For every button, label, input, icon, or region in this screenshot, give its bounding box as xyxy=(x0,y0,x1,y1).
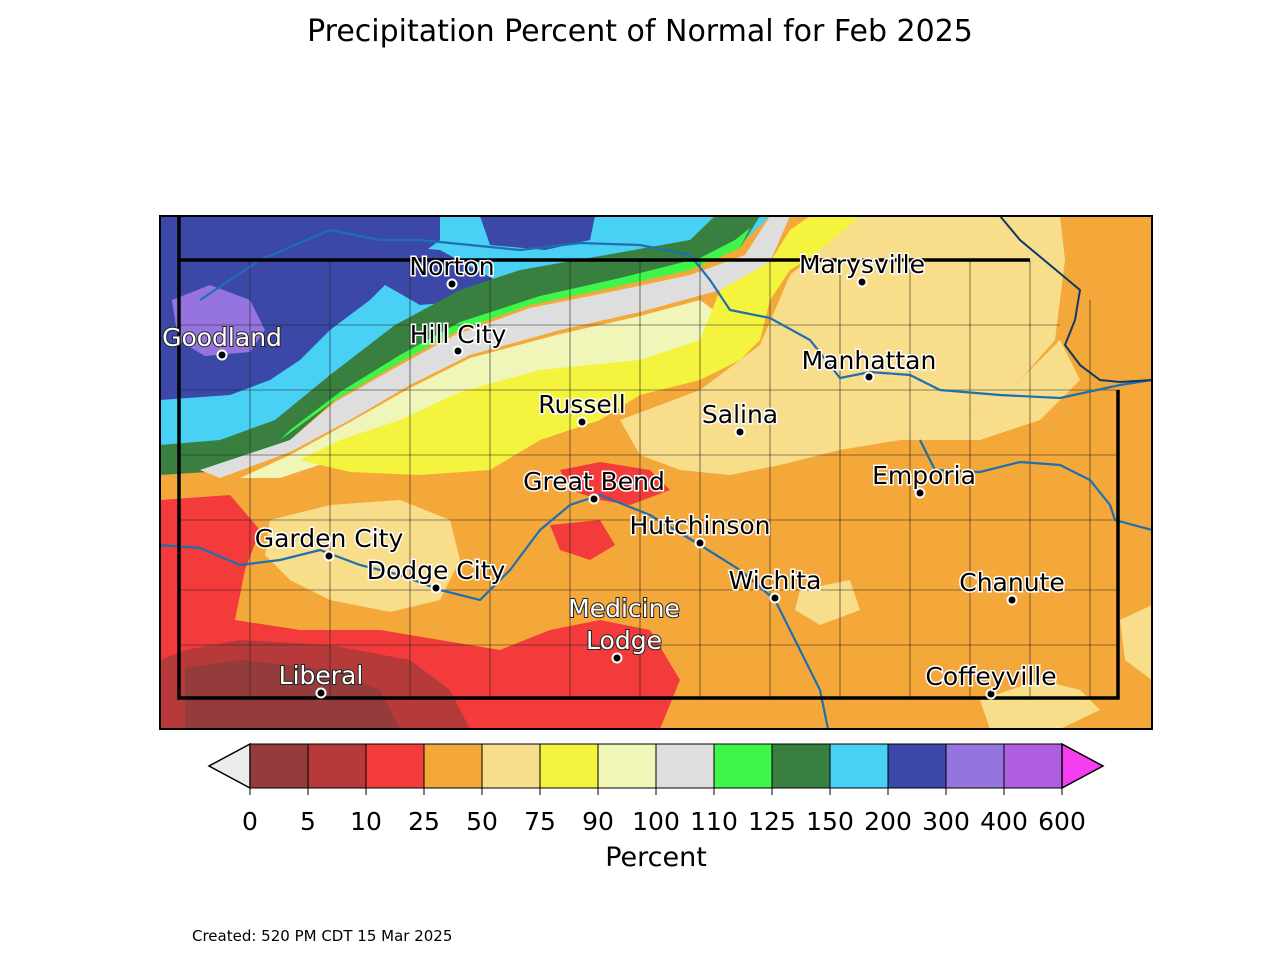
colorbar-swatch xyxy=(539,743,599,789)
page-title: Precipitation Percent of Normal for Feb … xyxy=(307,14,973,49)
precip-field xyxy=(160,216,1152,729)
city-label-medicine-lodge-line: Lodge xyxy=(586,626,662,655)
city-label-medicine-lodge-line: Medicine xyxy=(568,594,680,623)
city-dot-liberal xyxy=(315,687,327,699)
colorbar-swatch xyxy=(597,743,657,789)
city-label-russell: Russell xyxy=(538,390,625,419)
colorbar-tick-label: 400 xyxy=(980,807,1028,836)
city-label-goodland: Goodland xyxy=(162,323,282,352)
city-label-manhattan: Manhattan xyxy=(802,346,937,375)
city-label-medicine-lodge: Medicine Lodge xyxy=(568,594,680,655)
county-lines xyxy=(179,260,1120,698)
city-dot-hill-city xyxy=(452,345,464,357)
city-dot-salina xyxy=(734,426,746,438)
city-label-hutchinson: Hutchinson xyxy=(630,511,771,540)
colorbar-swatch xyxy=(945,743,1005,789)
city-label-wichita: Wichita xyxy=(729,566,822,595)
colorbar-swatch xyxy=(249,743,309,789)
city-label-chanute: Chanute xyxy=(959,568,1065,597)
colorbar-label: Percent xyxy=(605,842,707,873)
city-dot-hutchinson xyxy=(694,537,706,549)
created-timestamp: Created: 520 PM CDT 15 Mar 2025 xyxy=(192,927,453,945)
colorbar-tick-label: 90 xyxy=(582,807,614,836)
colorbar-tick-label: 600 xyxy=(1038,807,1086,836)
colorbar-swatch xyxy=(423,743,483,789)
colorbar-swatch xyxy=(307,743,367,789)
city-dot-dodge-city xyxy=(430,582,442,594)
city-labels: Norton Marysville Goodland Hill City Man… xyxy=(161,249,1066,693)
colorbar-tick-label: 125 xyxy=(748,807,796,836)
city-dot-norton xyxy=(446,278,458,290)
city-label-emporia: Emporia xyxy=(872,461,976,490)
colorbar-swatch xyxy=(713,743,773,789)
colorbar-tick-label: 150 xyxy=(806,807,854,836)
city-dot-marysville xyxy=(856,276,868,288)
colorbar-tick-label: 0 xyxy=(242,807,258,836)
colorbar-tick-label: 100 xyxy=(632,807,680,836)
city-dot-manhattan xyxy=(863,371,875,383)
city-label-liberal: Liberal xyxy=(279,661,364,690)
city-label-dodge-city: Dodge City xyxy=(367,556,506,585)
colorbar-tick-label: 75 xyxy=(524,807,556,836)
rivers xyxy=(160,216,1152,729)
colorbar-swatch xyxy=(887,743,947,789)
colorbar-swatch xyxy=(1003,743,1063,789)
colorbar-tick-label: 300 xyxy=(922,807,970,836)
colorbar-tick-label: 25 xyxy=(408,807,440,836)
city-dot-coffeyville xyxy=(985,688,997,700)
colorbar-tick-label: 5 xyxy=(300,807,316,836)
city-dot-great-bend xyxy=(588,493,600,505)
colorbar-tick-label: 50 xyxy=(466,807,498,836)
city-label-norton: Norton xyxy=(409,252,494,281)
city-dot-medicine-lodge xyxy=(611,652,623,664)
colorbar-swatch xyxy=(829,743,889,789)
city-dot-goodland xyxy=(216,349,228,361)
colorbar-swatch xyxy=(655,743,715,789)
colorbar-tick-label: 200 xyxy=(864,807,912,836)
city-dot-chanute xyxy=(1006,594,1018,606)
state-border xyxy=(159,215,1153,730)
colorbar: 0 5 10 25 50 75 90 100 110 125 150 200 300 400 600 xyxy=(207,742,1105,836)
colorbar-under-arrow xyxy=(207,742,251,790)
city-label-great-bend: Great Bend xyxy=(523,467,665,496)
city-label-coffeyville: Coffeyville xyxy=(925,662,1056,691)
city-dot-russell xyxy=(576,416,588,428)
colorbar-tick-label: 10 xyxy=(350,807,382,836)
city-label-hill-city: Hill City xyxy=(410,320,507,349)
colorbar-swatch xyxy=(481,743,541,789)
city-markers xyxy=(216,276,1018,700)
city-label-salina: Salina xyxy=(702,400,778,429)
colorbar-tick-label: 110 xyxy=(690,807,738,836)
colorbar-swatch xyxy=(365,743,425,789)
city-dot-emporia xyxy=(914,487,926,499)
city-dot-garden-city xyxy=(323,550,335,562)
city-label-garden-city: Garden City xyxy=(255,524,404,553)
colorbar-swatch xyxy=(771,743,831,789)
colorbar-over-arrow xyxy=(1061,742,1105,790)
city-dot-wichita xyxy=(769,592,781,604)
city-label-marysville: Marysville xyxy=(799,250,925,279)
